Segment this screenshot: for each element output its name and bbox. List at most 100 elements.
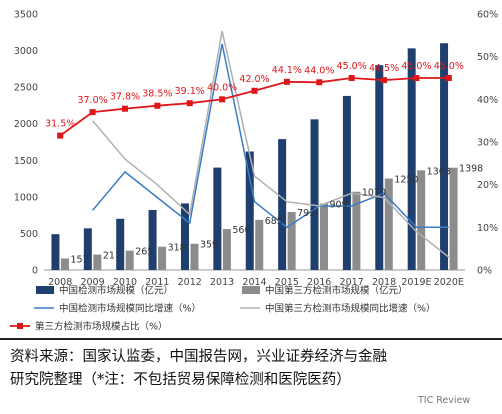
- bar-data-label: 1250: [394, 175, 418, 186]
- bar: [213, 167, 222, 270]
- legend-label: 中国检测市场规模同比增速（%）: [59, 303, 201, 315]
- bar: [417, 170, 426, 270]
- series-marker: [445, 75, 452, 81]
- watermark: TIC Review: [418, 395, 471, 406]
- right-y-tick-label: 20%: [477, 180, 498, 191]
- series-marker: [381, 77, 388, 84]
- x-tick-label: 2012: [178, 277, 202, 288]
- left-y-axis: 0 500 1000 1500 2000 2500 3000 3500: [14, 10, 38, 277]
- line-data-label: 40.0%: [207, 82, 237, 93]
- series-line: [92, 30, 450, 258]
- bar: [278, 139, 287, 270]
- legend-swatch: [242, 286, 260, 294]
- bar: [310, 119, 319, 270]
- left-y-tick-label: 500: [20, 229, 38, 240]
- legend-label: 中国检测市场规模（亿元）: [59, 285, 173, 297]
- bar-data-label: 318: [168, 243, 186, 254]
- bar-data-label: 560: [232, 225, 250, 236]
- left-y-tick-label: 0: [32, 266, 38, 277]
- x-tick-label: 2018: [372, 277, 396, 288]
- x-tick-label: 2015: [275, 277, 299, 288]
- bar: [60, 258, 69, 270]
- x-tick-label: 2017: [340, 277, 364, 288]
- series-marker: [251, 87, 258, 94]
- bar-data-label: 909: [330, 200, 348, 211]
- series-marker: [121, 105, 128, 112]
- legend-marker: [17, 323, 23, 329]
- bar-data-label: 793: [297, 208, 315, 219]
- series-marker: [283, 78, 290, 85]
- line-data-label: 37.0%: [77, 95, 107, 106]
- left-y-tick-label: 2500: [14, 83, 38, 94]
- series-marker: [316, 79, 323, 86]
- line-data-label: 44.0%: [304, 65, 334, 76]
- bar: [407, 48, 416, 271]
- left-y-tick-label: 1000: [14, 192, 38, 203]
- bar: [148, 210, 157, 270]
- x-tick-label: 2020E: [434, 277, 464, 288]
- x-tick-label: 2010: [113, 277, 137, 288]
- bar-data-label: 1398: [459, 164, 483, 175]
- chart: 0 500 1000 1500 2000 2500 3000 3500 0% 10% 20% 30%…: [10, 10, 498, 333]
- line-data-label: 45.0%: [434, 61, 464, 72]
- series-marker: [186, 100, 193, 107]
- right-y-tick-label: 0%: [477, 266, 492, 277]
- legend-label: 第三方检测市场规模占比（%）: [35, 321, 168, 333]
- bar-data-label: 157: [70, 255, 88, 266]
- x-tick-label: 2019E: [401, 277, 431, 288]
- bar: [83, 228, 92, 270]
- line-data-label: 39.1%: [175, 86, 205, 97]
- x-tick-label: 2016: [307, 277, 331, 288]
- source-note-line-2: 研究院整理（*注：不包括贸易保障检测和医院医药）: [10, 372, 351, 388]
- left-y-tick-label: 2000: [14, 119, 38, 130]
- bar: [51, 234, 60, 270]
- right-y-tick-label: 10%: [477, 223, 498, 234]
- line-data-label: 37.8%: [110, 92, 140, 103]
- bar-data-label: 685: [265, 216, 283, 227]
- bar-data-label: 359: [200, 240, 218, 251]
- bar: [180, 203, 189, 270]
- bar: [342, 95, 351, 270]
- x-tick-label: 2014: [242, 277, 266, 288]
- series-marker: [89, 109, 96, 116]
- line-data-label: 42.0%: [239, 74, 269, 85]
- right-y-tick-label: 50%: [477, 52, 498, 63]
- bar: [440, 43, 449, 270]
- left-y-tick-label: 1500: [14, 156, 38, 167]
- x-tick-label: 2009: [80, 277, 104, 288]
- bar-data-label: 1070: [362, 188, 386, 199]
- data-labels: 157 211 265 318 359 560 685 793 909 1070 1250 1363 1…: [45, 61, 483, 266]
- lines: [57, 30, 452, 258]
- series-marker: [413, 75, 420, 81]
- right-y-tick-label: 40%: [477, 95, 498, 106]
- series-line: [92, 43, 449, 229]
- left-y-tick-label: 3000: [14, 46, 38, 57]
- bar: [352, 191, 361, 270]
- line-data-label: 38.5%: [142, 89, 172, 100]
- bar: [93, 254, 102, 270]
- bar-data-label: 1363: [427, 166, 451, 177]
- bar-data-label: 211: [103, 251, 121, 262]
- legend-swatch: [36, 286, 54, 294]
- bar: [245, 151, 254, 270]
- legend-label: 中国第三方检测市场规模同比增速（%）: [265, 303, 436, 315]
- series-marker: [57, 132, 64, 139]
- line-data-label: 45.0%: [401, 61, 431, 72]
- bar: [158, 246, 167, 270]
- line-data-label: 44.5%: [369, 63, 399, 74]
- source-note-line-1: 资料来源：国家认监委，中国报告网，兴业证券经济与金融: [10, 349, 387, 365]
- series-line: [59, 77, 449, 137]
- bar: [449, 167, 458, 270]
- bars: [51, 43, 458, 271]
- bar: [384, 178, 393, 270]
- bar: [125, 250, 134, 270]
- source-note: 资料来源：国家认监委，中国报告网，兴业证券经济与金融 研究院整理（*注：不包括贸…: [0, 338, 502, 414]
- x-axis: 2008 2009 2010 2011 2012 2013 2014 2015 2016 2017…: [44, 269, 465, 288]
- left-y-tick-label: 3500: [14, 10, 38, 21]
- line-data-label: 31.5%: [45, 119, 75, 130]
- bar: [116, 218, 125, 270]
- bar: [222, 229, 231, 270]
- right-y-tick-label: 60%: [477, 10, 498, 21]
- x-tick-label: 2013: [210, 277, 234, 288]
- series-marker: [219, 96, 226, 103]
